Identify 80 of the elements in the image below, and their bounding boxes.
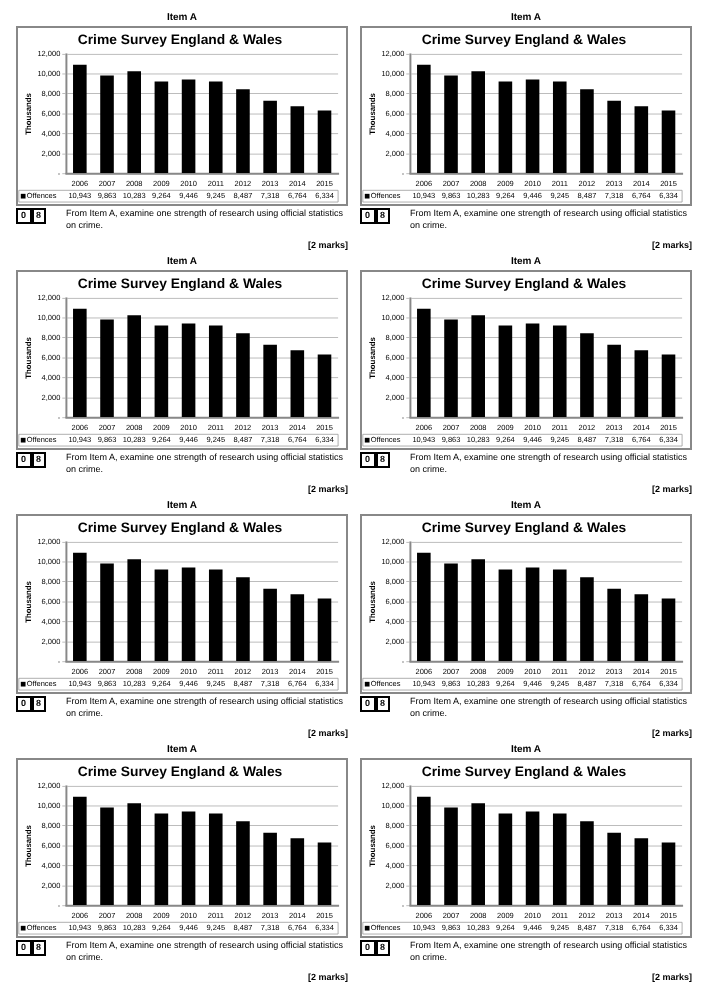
bar: [208, 325, 223, 418]
bar: [154, 813, 169, 906]
bar: [525, 567, 540, 662]
bar: [471, 559, 485, 662]
bar: [634, 838, 649, 906]
bar: [417, 552, 431, 662]
bar: [580, 821, 594, 906]
bar: [661, 354, 676, 418]
bar: [607, 588, 621, 662]
bar: [290, 594, 305, 662]
bar: [525, 79, 540, 174]
bar: [181, 567, 196, 662]
bar: [498, 81, 513, 174]
bar: [290, 838, 305, 906]
bar: [290, 350, 305, 418]
bar: [263, 832, 277, 906]
bar: [73, 64, 87, 174]
bar: [100, 563, 114, 662]
bar: [290, 106, 305, 174]
bar: [100, 75, 114, 174]
bar: [525, 811, 540, 906]
bar: [580, 577, 594, 662]
bar: [471, 71, 485, 174]
bar: [580, 333, 594, 418]
bar: [236, 821, 250, 906]
bar: [580, 89, 594, 174]
bar: [73, 308, 87, 418]
bar: [634, 350, 649, 418]
bar: [498, 569, 513, 662]
bar: [317, 842, 332, 906]
bar: [127, 559, 141, 662]
bar: [444, 75, 458, 174]
bar: [471, 315, 485, 418]
bar: [181, 323, 196, 418]
bar: [73, 552, 87, 662]
bar: [127, 71, 141, 174]
bar: [634, 594, 649, 662]
bar: [236, 89, 250, 174]
bar: [263, 588, 277, 662]
bar: [661, 842, 676, 906]
bar: [498, 813, 513, 906]
bar: [552, 325, 567, 418]
bar: [607, 100, 621, 174]
bar: [607, 344, 621, 418]
bar: [73, 796, 87, 906]
bar: [661, 598, 676, 662]
bar: [607, 832, 621, 906]
bar: [444, 319, 458, 418]
bar: [181, 79, 196, 174]
bar: [498, 325, 513, 418]
bar: [444, 807, 458, 906]
bar: [154, 325, 169, 418]
bar: [552, 813, 567, 906]
bar: [127, 315, 141, 418]
bar: [471, 803, 485, 906]
bar: [317, 110, 332, 174]
bar: [181, 811, 196, 906]
bar: [208, 569, 223, 662]
bar: [634, 106, 649, 174]
bar: [661, 110, 676, 174]
bar: [444, 563, 458, 662]
bar: [127, 803, 141, 906]
bar: [263, 100, 277, 174]
bar: [552, 569, 567, 662]
bar: [100, 319, 114, 418]
bar: [208, 813, 223, 906]
bar: [317, 598, 332, 662]
bar: [154, 569, 169, 662]
bar: [236, 333, 250, 418]
bar: [100, 807, 114, 906]
bar: [417, 796, 431, 906]
bar: [552, 81, 567, 174]
bar: [417, 64, 431, 174]
bar: [154, 81, 169, 174]
bar: [525, 323, 540, 418]
bar: [417, 308, 431, 418]
bar: [236, 577, 250, 662]
bar: [317, 354, 332, 418]
bar: [263, 344, 277, 418]
bar: [208, 81, 223, 174]
